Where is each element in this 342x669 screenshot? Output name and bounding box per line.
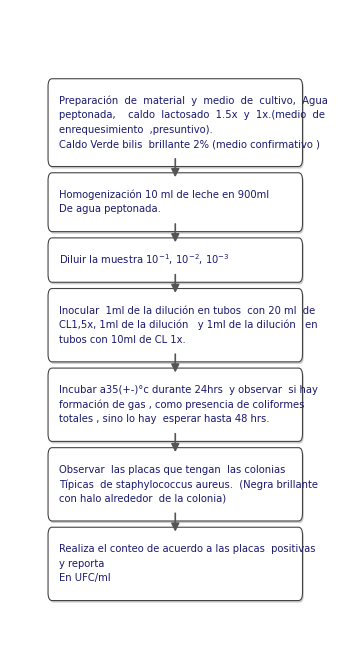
Text: formación de gas , como presencia de coliformes: formación de gas , como presencia de col… <box>59 399 304 410</box>
FancyBboxPatch shape <box>48 79 303 167</box>
FancyBboxPatch shape <box>49 81 304 169</box>
FancyBboxPatch shape <box>49 175 304 233</box>
Text: con halo alrededor  de la colonia): con halo alrededor de la colonia) <box>59 494 226 504</box>
Text: y reporta: y reporta <box>59 559 104 569</box>
Text: Típicas  de staphylococcus aureus.  (Negra brillante: Típicas de staphylococcus aureus. (Negra… <box>59 479 318 490</box>
Text: Homogenización 10 ml de leche en 900ml: Homogenización 10 ml de leche en 900ml <box>59 190 269 200</box>
Text: De agua peptonada.: De agua peptonada. <box>59 205 160 215</box>
FancyBboxPatch shape <box>48 173 303 231</box>
FancyBboxPatch shape <box>48 288 303 362</box>
Text: Incubar a35(+-)°c durante 24hrs  y observar  si hay: Incubar a35(+-)°c durante 24hrs y observ… <box>59 385 317 395</box>
FancyBboxPatch shape <box>49 240 304 284</box>
FancyBboxPatch shape <box>48 448 303 521</box>
FancyBboxPatch shape <box>49 529 304 603</box>
Text: Caldo Verde bilis  brillante 2% (medio confirmativo ): Caldo Verde bilis brillante 2% (medio co… <box>59 139 319 149</box>
Text: Inocular  1ml de la dilución en tubos  con 20 ml  de: Inocular 1ml de la dilución en tubos con… <box>59 306 315 316</box>
Text: peptonada,    caldo  lactosado  1.5x  y  1x.(medio  de: peptonada, caldo lactosado 1.5x y 1x.(me… <box>59 110 325 120</box>
Text: Diluir la muestra $10^{-1}$, $10^{-2}$, $10^{-3}$: Diluir la muestra $10^{-1}$, $10^{-2}$, … <box>59 253 229 268</box>
FancyBboxPatch shape <box>49 370 304 444</box>
Text: tubos con 10ml de CL 1x.: tubos con 10ml de CL 1x. <box>59 334 185 345</box>
Text: CL1,5x, 1ml de la dilución   y 1ml de la dilución   en: CL1,5x, 1ml de la dilución y 1ml de la d… <box>59 320 317 330</box>
FancyBboxPatch shape <box>49 450 304 523</box>
Text: Observar  las placas que tengan  las colonias: Observar las placas que tengan las colon… <box>59 465 285 475</box>
Text: Realiza el conteo de acuerdo a las placas  positivas: Realiza el conteo de acuerdo a las placa… <box>59 545 315 555</box>
Text: Preparación  de  material  y  medio  de  cultivo,  Agua: Preparación de material y medio de culti… <box>59 96 328 106</box>
Text: En UFC/ml: En UFC/ml <box>59 573 110 583</box>
Text: enrequesimiento  ,presuntivo).: enrequesimiento ,presuntivo). <box>59 125 212 135</box>
FancyBboxPatch shape <box>48 527 303 601</box>
FancyBboxPatch shape <box>48 238 303 282</box>
FancyBboxPatch shape <box>48 368 303 442</box>
FancyBboxPatch shape <box>49 290 304 364</box>
Text: totales , sino lo hay  esperar hasta 48 hrs.: totales , sino lo hay esperar hasta 48 h… <box>59 414 269 424</box>
